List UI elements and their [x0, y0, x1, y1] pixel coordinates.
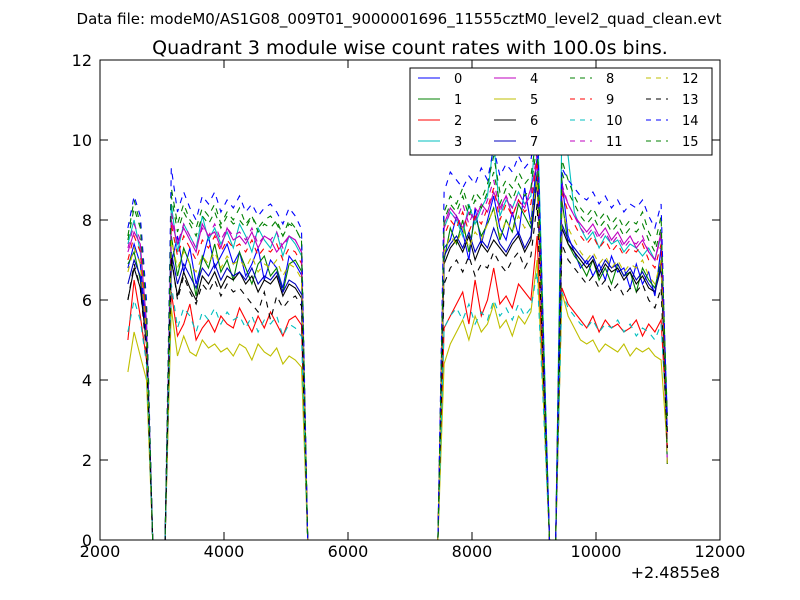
series-line-14	[127, 119, 668, 541]
series-line-15	[127, 143, 668, 541]
legend-label-1: 1	[454, 93, 462, 108]
series-line-8	[127, 131, 668, 541]
y-tick-label: 2	[82, 451, 92, 470]
y-tick-label: 0	[82, 531, 92, 550]
x-tick-label: 8000	[452, 542, 493, 561]
series-line-0	[127, 155, 668, 541]
chart-title: Quadrant 3 module wise count rates with …	[152, 37, 668, 59]
y-tick-label: 12	[72, 51, 92, 70]
legend-label-8: 8	[606, 72, 614, 87]
series-line-2	[127, 235, 668, 541]
y-tick-label: 6	[82, 291, 92, 310]
legend-label-13: 13	[682, 93, 699, 108]
legend-label-3: 3	[454, 135, 462, 150]
legend-label-9: 9	[606, 93, 614, 108]
legend-label-7: 7	[530, 135, 538, 150]
legend-label-11: 11	[606, 135, 623, 150]
series-layer	[127, 107, 668, 541]
y-tick-label: 4	[82, 371, 92, 390]
x-tick-label: 2000	[80, 542, 121, 561]
data-file-label: Data file: modeM0/AS1G08_009T01_90000016…	[77, 10, 722, 29]
legend-label-15: 15	[682, 135, 699, 150]
series-line-11	[127, 151, 668, 541]
legend-label-10: 10	[606, 114, 623, 129]
series-line-10	[127, 271, 668, 541]
legend-label-14: 14	[682, 114, 699, 129]
x-tick-label: 4000	[204, 542, 245, 561]
series-line-4	[127, 163, 668, 541]
legend-label-5: 5	[530, 93, 538, 108]
x-tick-label: 10000	[571, 542, 622, 561]
legend-label-12: 12	[682, 72, 699, 87]
series-line-3	[127, 107, 668, 541]
legend-box	[409, 67, 713, 156]
legend-label-4: 4	[530, 72, 538, 87]
x-tick-label: 6000	[328, 542, 369, 561]
y-tick-label: 10	[72, 131, 92, 150]
y-tick-label: 8	[82, 211, 92, 230]
series-line-1	[127, 171, 668, 541]
x-offset-label: +2.4855e8	[631, 563, 720, 582]
series-line-12	[127, 179, 668, 541]
series-line-6	[127, 179, 668, 541]
series-line-5	[127, 259, 668, 541]
series-line-13	[127, 203, 668, 541]
legend-label-2: 2	[454, 114, 462, 129]
legend-label-0: 0	[454, 72, 462, 87]
series-line-7	[127, 175, 668, 541]
x-tick-label: 12000	[695, 542, 746, 561]
legend-label-6: 6	[530, 114, 538, 129]
